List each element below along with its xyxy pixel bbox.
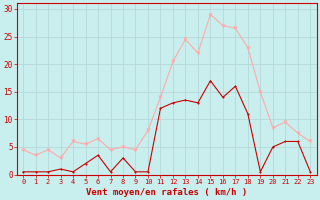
X-axis label: Vent moyen/en rafales ( km/h ): Vent moyen/en rafales ( km/h ) bbox=[86, 188, 247, 197]
